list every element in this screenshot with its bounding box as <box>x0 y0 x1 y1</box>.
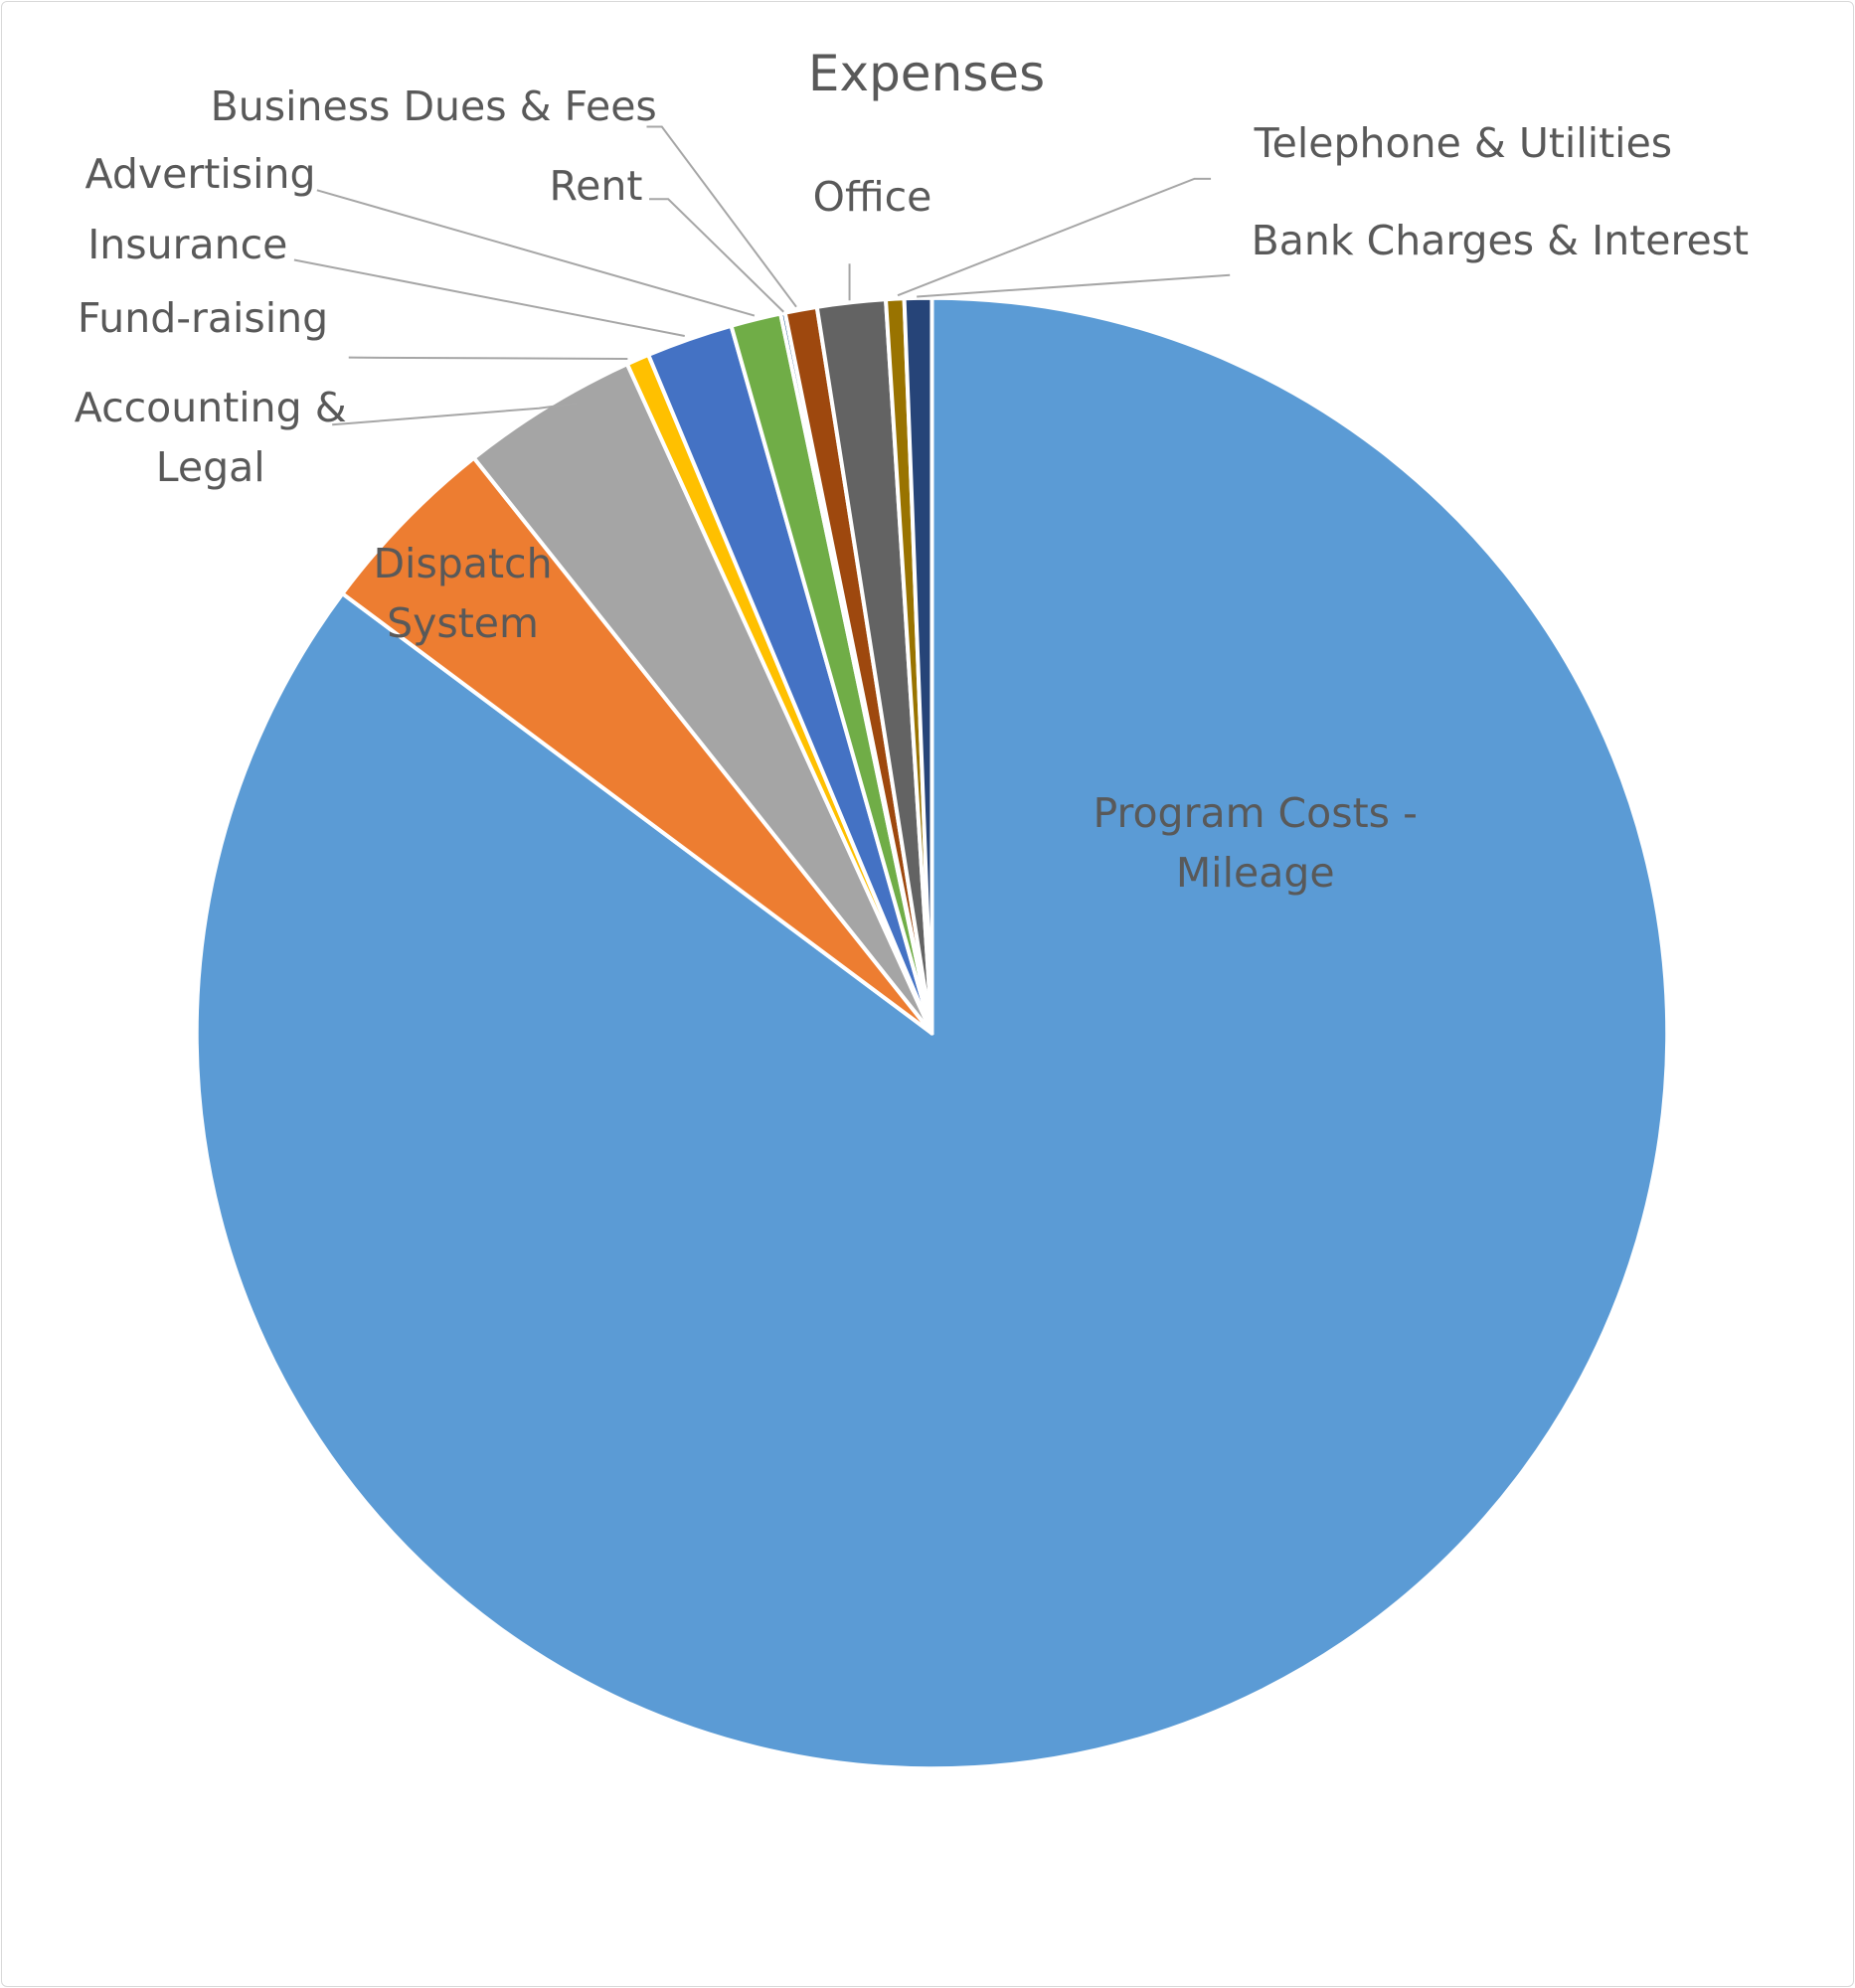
leader-line <box>917 273 1231 298</box>
leader-line <box>348 356 628 360</box>
slice-label: Telephone & Utilities <box>1254 119 1673 168</box>
leader-line <box>316 189 756 317</box>
leader-line <box>649 198 784 313</box>
slice-label: Accounting & Legal <box>74 384 347 492</box>
slice-label: Advertising <box>84 149 316 198</box>
slice-label: Rent <box>549 162 643 211</box>
slice-label: Business Dues & Fees <box>210 83 657 131</box>
leader-line <box>897 177 1212 297</box>
pie-slice <box>194 295 1670 1771</box>
slice-label: Program Costs - Mileage <box>1093 789 1418 898</box>
pie-slice <box>340 455 934 1036</box>
slice-label: Bank Charges & Interest <box>1251 217 1750 265</box>
leader-line <box>293 258 685 337</box>
slice-label: Insurance <box>87 221 288 269</box>
slice-label: Dispatch System <box>373 539 553 647</box>
slice-label: Office <box>812 172 932 221</box>
leader-line <box>646 125 797 308</box>
pie-slice <box>902 295 934 1036</box>
leader-line <box>332 402 578 426</box>
slice-label: Fund-raising <box>77 294 329 343</box>
chart-title: Expenses <box>807 45 1046 102</box>
